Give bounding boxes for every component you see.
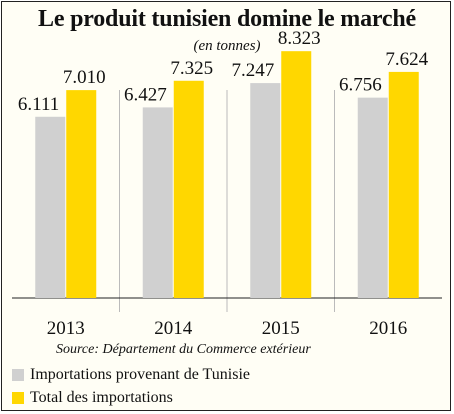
x-tick-label-2014: 2014	[154, 318, 193, 339]
data-label-tunisie-2015: 7.247	[232, 60, 275, 81]
source-note: Source: Département du Commerce extérieu…	[56, 342, 311, 357]
data-label-tunisie-2013: 6.111	[18, 94, 59, 115]
data-label-total-2013: 7.010	[63, 67, 106, 88]
legend-label-tunisie: Importations provenant de Tunisie	[30, 366, 250, 383]
x-tick-label-2016: 2016	[369, 318, 407, 339]
bar-tunisie-2014	[142, 107, 173, 298]
legend-item-tunisie: Importations provenant de Tunisie	[12, 366, 250, 384]
x-tick-label-2015: 2015	[262, 318, 300, 339]
x-tick-label-2013: 2013	[47, 318, 85, 339]
chart-title: Le produit tunisien domine le marché	[38, 6, 416, 32]
bar-total-2016	[388, 71, 419, 298]
data-label-total-2016: 7.624	[385, 49, 428, 70]
category-dividers	[119, 90, 335, 312]
legend-label-total: Total des importations	[30, 389, 173, 406]
legend-swatch-tunisie	[12, 369, 24, 381]
bar-total-2013	[66, 90, 97, 298]
data-label-tunisie-2014: 6.427	[124, 84, 167, 105]
data-label-tunisie-2016: 6.756	[339, 75, 382, 96]
bar-tunisie-2015	[250, 83, 281, 299]
bar-total-2015	[281, 51, 312, 299]
bar-tunisie-2013	[35, 116, 66, 298]
data-label-total-2014: 7.325	[170, 58, 213, 79]
bar-total-2014	[173, 80, 204, 298]
legend-item-total: Total des importations	[12, 389, 173, 407]
chart-subtitle: (en tonnes)	[193, 38, 261, 54]
legend-swatch-total	[12, 392, 24, 404]
bar-tunisie-2016	[357, 97, 388, 298]
bars-group	[35, 51, 419, 299]
data-label-total-2015: 8.323	[278, 28, 321, 49]
